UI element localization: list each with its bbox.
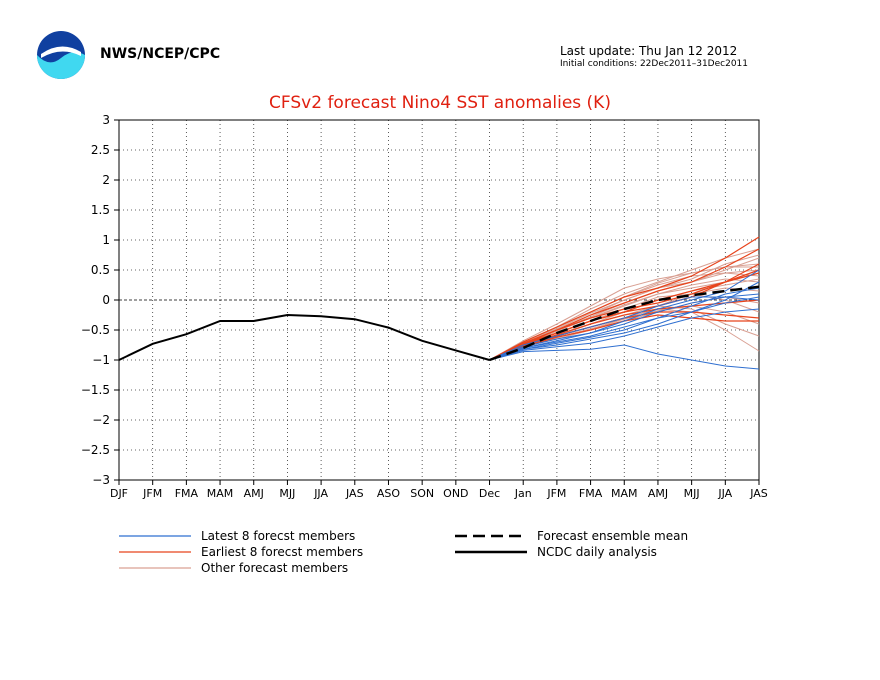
chart-title: CFSv2 forecast Nino4 SST anomalies (K)	[269, 93, 611, 113]
x-tick-label: JAS	[749, 487, 768, 500]
latest-member-line	[489, 281, 760, 361]
x-tick-label: OND	[443, 487, 468, 500]
latest-member-line	[489, 344, 760, 370]
legend-label: Other forecast members	[201, 561, 348, 575]
earliest-member-line	[489, 236, 760, 361]
x-tick-label: JJA	[717, 487, 732, 500]
noaa-logo	[37, 31, 85, 79]
x-tick-label: FMA	[579, 487, 603, 500]
legend-label: Forecast ensemble mean	[537, 529, 688, 543]
y-tick-label: 2	[102, 173, 110, 187]
x-tick-label: DJF	[110, 487, 128, 500]
y-tick-label: −2	[92, 413, 110, 427]
x-tick-label: SON	[410, 487, 434, 500]
agency-label: NWS/NCEP/CPC	[100, 46, 221, 62]
y-tick-label: 0	[102, 293, 110, 307]
legend-label: Latest 8 forecst members	[201, 529, 355, 543]
y-tick-label: −3	[92, 473, 110, 487]
x-tick-label: FMA	[175, 487, 199, 500]
latest-member-line	[489, 287, 760, 361]
x-tick-label: JAS	[345, 487, 364, 500]
y-tick-label: −2.5	[81, 443, 110, 457]
y-tick-label: −1	[92, 353, 110, 367]
latest-member-line	[489, 293, 760, 361]
legend-label: Earliest 8 forecst members	[201, 545, 363, 559]
y-tick-label: 1.5	[91, 203, 110, 217]
ncdc-analysis-line	[118, 313, 490, 361]
y-tick-label: 0.5	[91, 263, 110, 277]
logo-wave	[37, 52, 85, 79]
latest-member-line	[489, 296, 760, 361]
y-tick-label: 3	[102, 113, 110, 127]
x-tick-label: ASO	[377, 487, 401, 500]
earliest-member-line	[489, 272, 760, 361]
x-tick-label: JJA	[313, 487, 328, 500]
latest-member-line	[489, 308, 760, 361]
last-update-text: Last update: Thu Jan 12 2012	[560, 44, 738, 58]
x-tick-label: AMJ	[244, 487, 264, 500]
earliest-member-line	[489, 248, 760, 361]
legend-label: NCDC daily analysis	[537, 545, 657, 559]
initial-conditions-text: Initial conditions: 22Dec2011–31Dec2011	[560, 59, 749, 69]
x-tick-label: MJJ	[279, 487, 295, 500]
logo-gull	[41, 46, 81, 58]
x-tick-label: Jan	[514, 487, 532, 500]
x-tick-label: JFM	[142, 487, 162, 500]
x-tick-label: MAM	[207, 487, 234, 500]
x-tick-label: AMJ	[648, 487, 668, 500]
y-tick-label: −0.5	[81, 323, 110, 337]
x-tick-label: JFM	[546, 487, 566, 500]
ensemble-mean-line	[489, 285, 760, 362]
y-tick-label: 1	[102, 233, 110, 247]
x-tick-label: MJJ	[684, 487, 700, 500]
y-tick-label: −1.5	[81, 383, 110, 397]
x-tick-label: Dec	[479, 487, 500, 500]
x-tick-label: MAM	[611, 487, 638, 500]
y-tick-label: 2.5	[91, 143, 110, 157]
